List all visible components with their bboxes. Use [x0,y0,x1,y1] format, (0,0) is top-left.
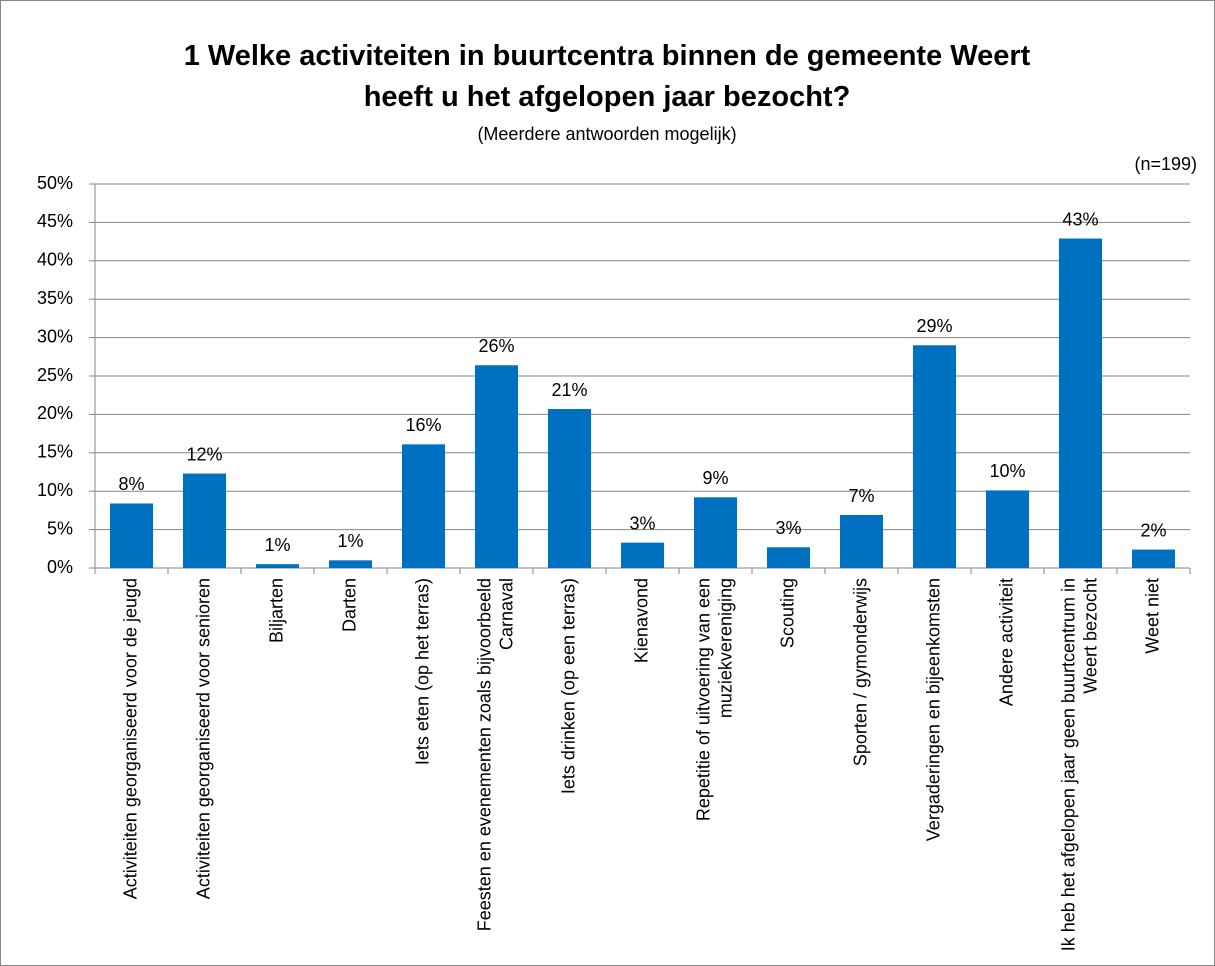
bar [766,547,811,568]
bar [182,473,227,568]
bar [839,515,884,568]
x-tick-label-group: Weet niet [1142,578,1162,654]
bar [985,490,1030,568]
x-tick-label: Activiteiten georganiseerd voor de jeugd [120,578,140,899]
x-tick-label-group: Biljarten [266,578,286,643]
bar [693,497,738,568]
data-label: 43% [1062,209,1098,229]
y-tick-label: 10% [37,480,73,500]
x-tick-label: Andere activiteit [996,578,1016,706]
data-label: 10% [989,461,1025,481]
x-tick-label-group: Ik heb het afgelopen jaar geen buurtcent… [1058,578,1100,951]
bar [620,542,665,568]
annotation: (n=199) [1134,154,1197,174]
x-tick-label-group: Darten [339,578,359,632]
x-tick-label-group: Iets drinken (op een terras) [558,578,578,794]
data-label: 2% [1140,520,1166,540]
data-label: 1% [264,535,290,555]
x-tick-label: Scouting [777,578,797,648]
y-tick-label: 45% [37,211,73,231]
chart-subtitle: (Meerdere antwoorden mogelijk) [477,124,736,144]
x-tick-label: Feesten en evenementen zoals bijvoorbeel… [474,578,516,931]
data-label: 12% [186,444,222,464]
x-tick-label: Weet niet [1142,578,1162,654]
x-tick-label-group: Kienavond [631,578,651,663]
data-label: 21% [551,380,587,400]
data-label: 9% [702,468,728,488]
x-tick-label-group: Activiteiten georganiseerd voor de jeugd [120,578,140,899]
x-tick-label: Iets drinken (op een terras) [558,578,578,794]
x-tick-label-group: Sporten / gymonderwijs [850,578,870,766]
bar [1058,238,1103,568]
x-tick-label-group: Scouting [777,578,797,648]
x-tick-label: Darten [339,578,359,632]
x-tick-label: Iets eten (op het terras) [412,578,432,765]
x-tick-label: Sporten / gymonderwijs [850,578,870,766]
data-label: 8% [118,474,144,494]
x-tick-label: Ik heb het afgelopen jaar geen buurtcent… [1058,578,1100,951]
y-tick-label: 35% [37,288,73,308]
bar [912,345,957,568]
x-tick-label-group: Activiteiten georganiseerd voor senioren [193,578,213,899]
bar [109,503,154,568]
data-label: 29% [916,316,952,336]
x-tick-label-group: Iets eten (op het terras) [412,578,432,765]
x-tick-label: Vergaderingen en bijeenkomsten [923,578,943,841]
y-tick-label: 50% [37,173,73,193]
y-tick-label: 25% [37,365,73,385]
y-tick-label: 30% [37,326,73,346]
data-label: 7% [848,486,874,506]
bar [401,444,446,568]
y-tick-label: 0% [47,557,73,577]
y-tick-label: 15% [37,442,73,462]
data-label: 3% [629,513,655,533]
bar [474,365,519,568]
x-tick-label-group: Feesten en evenementen zoals bijvoorbeel… [474,578,516,931]
bar [255,564,300,568]
x-tick-label-group: Repetitie of uitvoering van een muziekver… [693,578,735,821]
y-tick-label: 5% [47,518,73,538]
x-tick-label-group: Vergaderingen en bijeenkomsten [923,578,943,841]
y-tick-label: 40% [37,250,73,270]
data-label: 16% [405,415,441,435]
data-label: 1% [337,531,363,551]
x-tick-label: Biljarten [266,578,286,643]
data-label: 26% [478,336,514,356]
data-label: 3% [775,518,801,538]
x-tick-label-group: Andere activiteit [996,578,1016,706]
x-tick-label: Activiteiten georganiseerd voor senioren [193,578,213,899]
chart-title: 1 Welke activiteiten in buurtcentra binn… [184,40,1031,113]
bar [1131,549,1176,568]
x-tick-label: Kienavond [631,578,651,663]
bar [328,560,373,568]
x-tick-label: Repetitie of uitvoering van een muziekver… [693,578,735,821]
y-tick-label: 20% [37,403,73,423]
bar [547,409,592,568]
